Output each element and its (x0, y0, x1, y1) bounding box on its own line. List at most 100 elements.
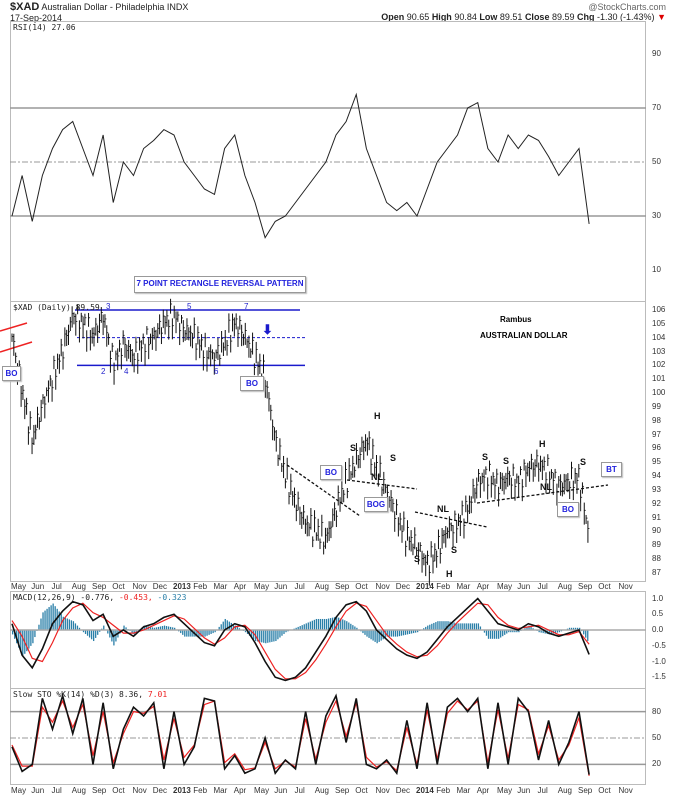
macd-histogram-bar (313, 619, 316, 630)
point-5: 5 (187, 302, 192, 311)
macd-histogram-bar (56, 608, 58, 630)
macd-histogram-bar (540, 630, 542, 633)
down-arrow-icon: ⬇ (262, 322, 273, 337)
macd-histogram-bar (556, 630, 559, 633)
macd-histogram-bar (107, 630, 109, 634)
label-s: S (503, 456, 510, 466)
macd-histogram-bar (171, 627, 174, 630)
macd-histogram-bar (208, 630, 210, 635)
x-axis-month-label: May (254, 582, 270, 591)
macd-histogram-bar (524, 628, 526, 630)
open-label: Open (381, 12, 405, 22)
macd-histogram-bar (95, 630, 97, 638)
macd-histogram-bar (305, 623, 307, 630)
macd-histogram-bar (457, 623, 459, 630)
x-axis-month-label: 2014 (416, 582, 434, 591)
macd-histogram-bar (155, 627, 158, 630)
sto-panel (10, 688, 646, 785)
macd-histogram-bar (356, 627, 358, 630)
pattern-callout: 7 POINT RECTANGLE REVERSAL PATTERN (134, 276, 306, 293)
rsi-tick: 90 (652, 49, 661, 58)
macd-histogram-bar (449, 621, 451, 630)
macd-histogram-bar (443, 621, 445, 630)
macd-histogram-bar (206, 630, 208, 636)
subject-label: AUSTRALIAN DOLLAR (480, 331, 568, 340)
macd-histogram-bar (493, 630, 496, 639)
macd-histogram-bar (400, 630, 403, 636)
price-tick: 98 (652, 415, 661, 425)
macd-histogram-bar (433, 622, 435, 630)
macd-histogram-bar (558, 630, 561, 633)
x-axis-month-label: Oct (598, 786, 611, 795)
macd-histogram-bar (317, 618, 320, 630)
x-axis-month-label: Jun (31, 582, 45, 591)
macd-line (11, 597, 590, 682)
macd-histogram-bar (321, 618, 324, 630)
close-value: 89.59 (551, 12, 575, 22)
x-axis-month-label: May (497, 582, 513, 591)
macd-histogram-bar (467, 623, 469, 630)
macd-histogram-bar (518, 630, 520, 633)
macd-histogram-bar (550, 630, 552, 634)
macd-tick: 1.0 (652, 593, 664, 603)
macd-histogram-bar (437, 621, 439, 630)
macd-histogram-bar (506, 630, 508, 634)
macd-histogram-bar (340, 618, 342, 630)
x-axis-month-label: Aug (71, 582, 86, 591)
macd-histogram-bar (74, 623, 77, 630)
macd-histogram-bar (72, 621, 75, 630)
macd-histogram-bar (297, 626, 299, 630)
macd-histogram-bar (273, 630, 275, 642)
macd-histogram-bar (374, 630, 376, 642)
macd-histogram-bar (303, 624, 305, 630)
x-axis-month-label: 2013 (173, 582, 191, 591)
macd-histogram-bar (538, 630, 540, 633)
macd-histogram-bar (34, 630, 36, 638)
macd-histogram-bar (526, 626, 528, 630)
x-axis-month-label: Mar (456, 582, 471, 591)
macd-histogram-bar (18, 630, 20, 648)
x-axis-month-label: Jun (31, 786, 45, 795)
macd-histogram-bar (174, 627, 176, 630)
macd-histogram-bar (390, 630, 392, 637)
label-nl: NL (540, 482, 552, 492)
macd-histogram-bar (113, 630, 115, 646)
macd-histogram-bar (570, 627, 573, 630)
x-axis-month-label: Dec (395, 582, 410, 591)
macd-tick: 0.5 (652, 609, 664, 619)
macd-histogram-bar (500, 630, 502, 638)
x-axis-month-label: May (11, 582, 27, 591)
macd-histogram-bar (99, 630, 101, 632)
macd-histogram-bar (68, 619, 70, 630)
macd-histogram-bar (378, 630, 380, 642)
macd-histogram-bar (510, 630, 512, 633)
macd-histogram-bar (163, 625, 166, 630)
price-tick: 87 (652, 567, 661, 577)
macd-histogram-bar (439, 621, 441, 630)
x-axis-month-label: Aug (71, 786, 86, 795)
bog-callout: BOG (364, 497, 388, 512)
macd-histogram-bar (93, 630, 95, 642)
macd-histogram-bar (388, 630, 390, 637)
bo-callout-4: BO (557, 502, 579, 517)
point-7: 7 (244, 302, 249, 311)
macd-histogram-bar (84, 630, 87, 634)
close-label: Close (524, 12, 550, 22)
red-trendline (0, 322, 28, 332)
macd-histogram-bar (275, 630, 277, 642)
macd-histogram-bar (528, 625, 530, 630)
price-panel (10, 301, 646, 582)
macd-histogram-bar (182, 630, 184, 635)
macd-histogram-bar (508, 630, 510, 633)
macd-histogram-bar (396, 630, 399, 637)
price-tick: 102 (652, 360, 666, 370)
macd-histogram-bar (232, 624, 235, 630)
macd-histogram-bar (336, 616, 338, 630)
macd-histogram-bar (212, 630, 214, 634)
macd-histogram-bar (414, 630, 417, 633)
rsi-tick: 70 (652, 103, 661, 112)
x-axis-month-label: Nov (132, 582, 147, 591)
macd-tick: -1.0 (652, 656, 666, 666)
x-axis-month-label: Mar (213, 582, 228, 591)
macd-histogram-bar (309, 621, 311, 630)
